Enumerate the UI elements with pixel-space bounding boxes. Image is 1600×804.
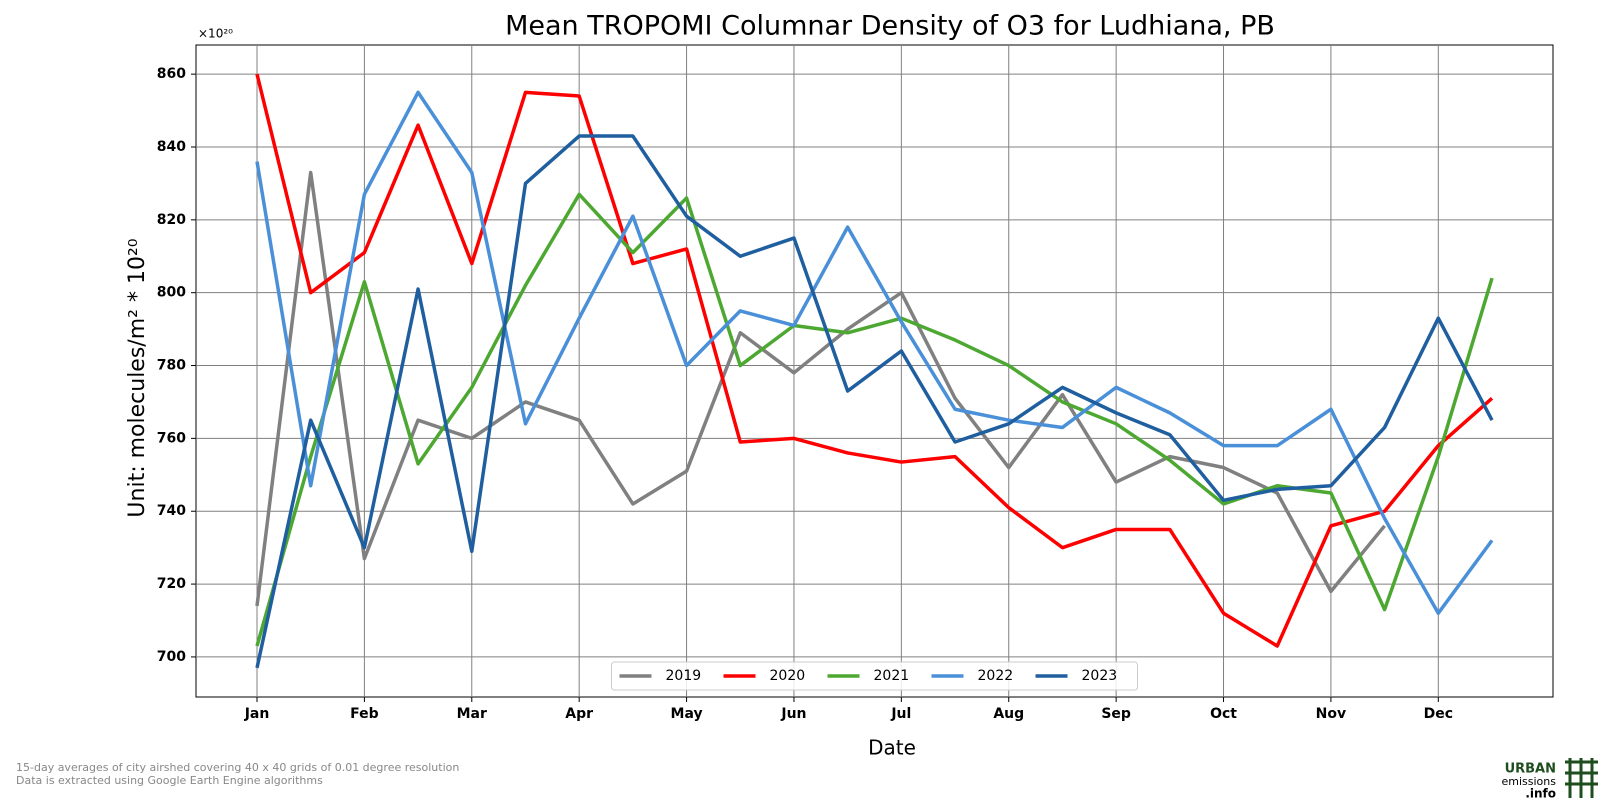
legend: 2019 2020 2021 2022 2023 — [611, 661, 1138, 691]
line-series — [255, 134, 1494, 669]
legend-label: 2023 — [1082, 668, 1118, 684]
line-series — [255, 90, 1494, 615]
legend-label: 2021 — [874, 668, 910, 684]
footnote: Data is extracted using Google Earth Eng… — [16, 774, 323, 787]
x-tick-label: Dec — [1424, 706, 1453, 722]
y-tick-label: 740 — [157, 503, 186, 519]
x-tick-label: Aug — [993, 706, 1024, 722]
y-tick-label: 780 — [157, 358, 186, 374]
y-tick-label: 800 — [157, 285, 186, 301]
logo-text: .info — [1525, 787, 1556, 801]
legend-label: 2022 — [978, 668, 1014, 684]
legend-label: 2020 — [770, 668, 806, 684]
x-tick-label: Jan — [244, 706, 270, 722]
y-tick-label: 700 — [157, 649, 186, 665]
legend-label: 2019 — [666, 668, 702, 684]
y-tick-label: 720 — [157, 576, 186, 592]
logo: URBAN emissions .info — [1502, 758, 1598, 801]
y-tick-label: 760 — [157, 430, 186, 446]
logo-text: URBAN — [1505, 762, 1556, 777]
x-axis-label: Date — [868, 736, 916, 760]
x-tick-label: Feb — [350, 706, 379, 722]
x-tick-label: May — [671, 706, 703, 722]
line-series — [255, 170, 1386, 607]
x-tick-label: Jul — [890, 706, 911, 722]
y-tick-label: 840 — [157, 139, 186, 155]
logo-grid — [1565, 758, 1598, 798]
x-tick-label: Sep — [1101, 706, 1131, 722]
y-tick-label: 820 — [157, 212, 186, 228]
x-tick-label: Oct — [1210, 706, 1237, 722]
y-axis-label: Unit: molecules/m² * 10²⁰ — [125, 238, 150, 517]
line-series — [255, 73, 1494, 648]
logo-text: emissions — [1502, 775, 1557, 788]
line-series — [255, 192, 1494, 647]
footnote: 15-day averages of city airshed covering… — [16, 761, 459, 774]
legend-box — [611, 661, 1138, 691]
y-tick-label: 860 — [157, 66, 186, 82]
x-tick-label: Mar — [457, 706, 487, 722]
chart-title: Mean TROPOMI Columnar Density of O3 for … — [505, 11, 1275, 42]
x-tick-label: Jun — [780, 706, 806, 722]
x-tick-label: Nov — [1316, 706, 1346, 722]
y-offset-label: ×10²⁰ — [198, 27, 233, 41]
x-tick-label: Apr — [565, 706, 593, 722]
